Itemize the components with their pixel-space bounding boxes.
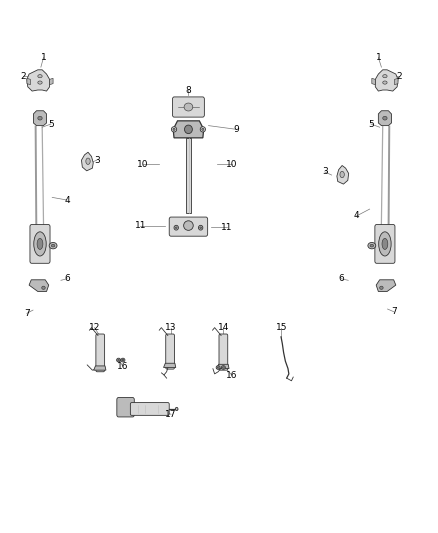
Ellipse shape — [175, 227, 177, 229]
Text: 4: 4 — [354, 212, 359, 221]
Ellipse shape — [184, 221, 193, 230]
Ellipse shape — [38, 116, 42, 120]
Ellipse shape — [51, 244, 55, 247]
Text: 14: 14 — [218, 323, 229, 332]
Polygon shape — [372, 78, 375, 85]
Ellipse shape — [121, 358, 125, 362]
Polygon shape — [27, 78, 30, 85]
Polygon shape — [49, 78, 53, 85]
Ellipse shape — [37, 238, 43, 249]
Text: 12: 12 — [89, 323, 100, 332]
Ellipse shape — [38, 75, 42, 78]
Ellipse shape — [368, 243, 376, 249]
Ellipse shape — [42, 286, 45, 289]
Ellipse shape — [200, 127, 205, 132]
Ellipse shape — [184, 103, 193, 111]
Ellipse shape — [171, 127, 177, 132]
Polygon shape — [378, 111, 392, 126]
Ellipse shape — [382, 238, 388, 249]
FancyBboxPatch shape — [219, 334, 228, 370]
Text: 2: 2 — [396, 71, 402, 80]
FancyBboxPatch shape — [96, 334, 105, 372]
Text: 10: 10 — [226, 160, 238, 169]
Text: 6: 6 — [64, 274, 70, 283]
Polygon shape — [27, 70, 49, 91]
Polygon shape — [29, 280, 49, 292]
Polygon shape — [376, 280, 396, 292]
Ellipse shape — [202, 128, 204, 131]
Text: 13: 13 — [165, 323, 177, 332]
Ellipse shape — [38, 81, 42, 84]
Text: 1: 1 — [41, 53, 46, 62]
Ellipse shape — [86, 158, 90, 165]
Polygon shape — [395, 78, 398, 85]
Ellipse shape — [122, 359, 124, 361]
Polygon shape — [337, 165, 349, 184]
FancyBboxPatch shape — [173, 97, 205, 117]
Ellipse shape — [198, 225, 203, 230]
Text: 7: 7 — [24, 309, 30, 318]
Text: 17: 17 — [165, 410, 177, 419]
Ellipse shape — [383, 116, 387, 120]
Text: 4: 4 — [64, 196, 70, 205]
Ellipse shape — [34, 232, 46, 256]
Ellipse shape — [383, 75, 387, 78]
Text: 3: 3 — [322, 167, 328, 176]
FancyBboxPatch shape — [186, 138, 191, 213]
Polygon shape — [173, 121, 204, 138]
Text: 16: 16 — [226, 371, 238, 380]
Ellipse shape — [184, 125, 192, 134]
Ellipse shape — [380, 286, 383, 289]
Ellipse shape — [379, 232, 391, 256]
Ellipse shape — [370, 244, 374, 247]
Text: 11: 11 — [134, 221, 146, 230]
Ellipse shape — [118, 359, 120, 361]
Ellipse shape — [200, 227, 201, 229]
Ellipse shape — [340, 171, 344, 177]
FancyBboxPatch shape — [30, 224, 50, 263]
Text: 8: 8 — [186, 85, 191, 94]
FancyBboxPatch shape — [117, 398, 134, 417]
Ellipse shape — [223, 367, 224, 368]
FancyBboxPatch shape — [375, 224, 395, 263]
Text: 15: 15 — [276, 323, 287, 332]
Text: 6: 6 — [339, 274, 344, 283]
FancyBboxPatch shape — [131, 402, 169, 415]
Polygon shape — [163, 364, 176, 368]
Text: 2: 2 — [21, 71, 26, 80]
Polygon shape — [94, 366, 106, 370]
Ellipse shape — [173, 128, 175, 131]
Ellipse shape — [174, 225, 178, 230]
Polygon shape — [33, 111, 46, 126]
Ellipse shape — [175, 407, 178, 410]
Ellipse shape — [217, 367, 219, 368]
Text: 5: 5 — [368, 119, 374, 128]
Ellipse shape — [383, 81, 387, 84]
Polygon shape — [217, 365, 229, 368]
Text: 5: 5 — [48, 119, 54, 128]
Text: 7: 7 — [391, 307, 396, 316]
Ellipse shape — [216, 366, 220, 369]
Ellipse shape — [49, 243, 57, 249]
Text: 1: 1 — [375, 53, 381, 62]
Text: 9: 9 — [233, 125, 239, 134]
FancyBboxPatch shape — [166, 334, 174, 369]
Polygon shape — [375, 70, 398, 91]
Polygon shape — [81, 152, 93, 171]
Ellipse shape — [117, 358, 120, 362]
Text: 16: 16 — [117, 362, 129, 371]
Ellipse shape — [221, 366, 225, 369]
FancyBboxPatch shape — [169, 217, 208, 236]
Text: 10: 10 — [137, 160, 148, 169]
Text: 3: 3 — [94, 156, 99, 165]
Text: 11: 11 — [221, 223, 233, 232]
